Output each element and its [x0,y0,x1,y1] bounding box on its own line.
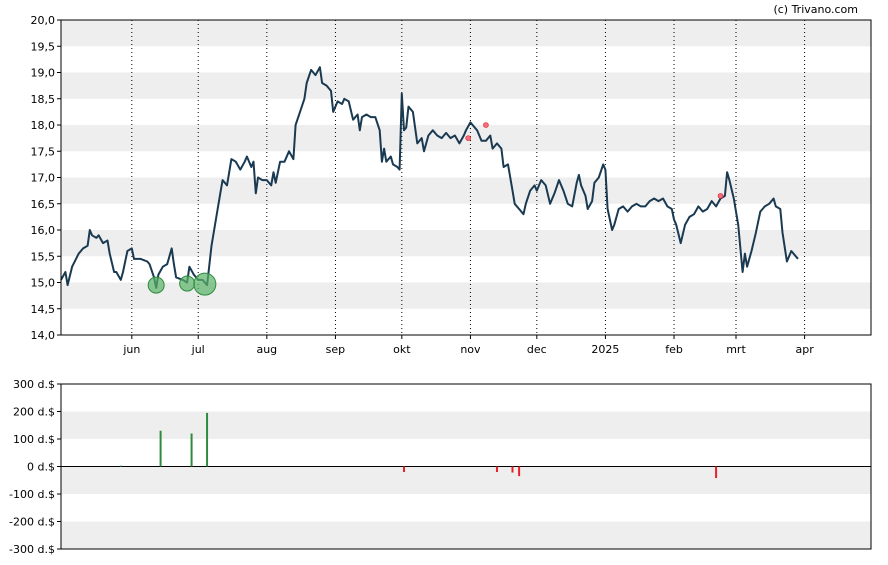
sell-marker [717,193,724,199]
price-frame [60,19,872,336]
grid-band [61,230,871,257]
x-tick-label: mrt [726,343,746,356]
x-tick-label: 2025 [591,343,619,356]
y-tick-label: 14,5 [31,303,56,316]
y-tick-label: 17,0 [31,172,56,185]
grid-band [61,466,871,494]
buy-marker [147,276,165,294]
x-tick-label: dec [527,343,547,356]
y-tick-label: 16,5 [31,198,56,211]
volume-frame [60,383,872,550]
buy-marker [179,275,196,292]
y-tick-label: 100 d.$ [13,433,55,446]
y-tick-label: 19,5 [31,40,56,53]
grid-band [61,177,871,204]
trade-volume-panel: 300 d.$ 200 d.$ 100 d.$ 0 d.$ -100 d.$ -200 d… [9,378,872,556]
y-tick-label: -300 d.$ [9,543,55,556]
x-tick-label: feb [665,343,683,356]
y-tick-label: 14,0 [31,329,56,342]
y-tick-label: 200 d.$ [13,406,55,419]
sell-marker [465,135,472,141]
y-tick-label: 15,5 [31,250,56,263]
x-tick-label: okt [393,343,411,356]
y-tick-label: 19,0 [31,67,56,80]
y-tick-label: 16,0 [31,224,56,237]
y-tick-label: 18,0 [31,119,56,132]
grid-band [61,72,871,99]
y-tick-label: 17,5 [31,145,56,158]
x-tick-label: sep [326,343,345,356]
y-tick-label: 15,0 [31,277,56,290]
y-tick-label: 20,0 [31,14,56,27]
x-tick-label: jul [191,343,205,356]
price-panel: jun jul aug sep okt nov dec 2025 feb mrt apr 20,0 19… [31,14,872,356]
grid-band [61,411,871,439]
buy-marker [193,272,217,296]
grid-band [61,521,871,549]
y-tick-label: 18,5 [31,93,56,106]
x-tick-label: jun [122,343,140,356]
y-tick-label: 300 d.$ [13,378,55,391]
sell-marker [483,122,489,128]
grid-band [61,20,871,47]
x-tick-label: nov [460,343,481,356]
y-tick-label: -200 d.$ [9,516,55,529]
y-tick-label: -100 d.$ [9,488,55,501]
x-tick-label: aug [256,343,277,356]
credit-label: (c) Trivano.com [773,3,858,16]
y-tick-label: 0 d.$ [27,461,55,474]
x-tick-label: apr [795,343,814,356]
